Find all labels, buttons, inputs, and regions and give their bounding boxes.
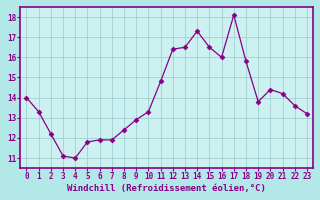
X-axis label: Windchill (Refroidissement éolien,°C): Windchill (Refroidissement éolien,°C): [67, 184, 266, 193]
